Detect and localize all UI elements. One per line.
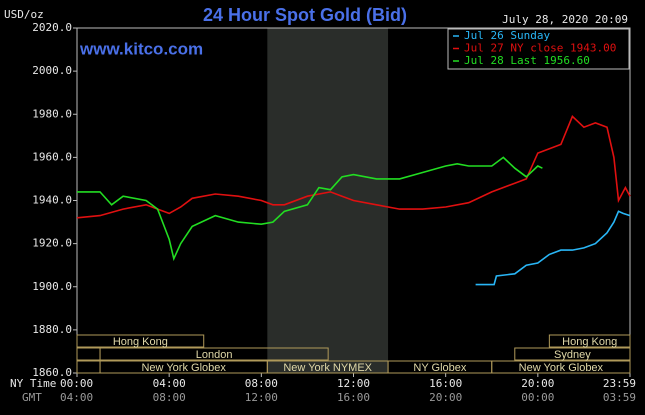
session-label: Hong Kong (562, 336, 617, 348)
gmt-tick-label: 16:00 (337, 391, 370, 404)
x-tick-label: 12:00 (337, 377, 370, 390)
gmt-tick-label: 00:00 (521, 391, 554, 404)
session-shade (267, 28, 389, 373)
x-row-label: NY Time (10, 377, 56, 390)
chart-title: 24 Hour Spot Gold (Bid) (203, 5, 407, 25)
gmt-tick-label: 08:00 (153, 391, 186, 404)
session-label: New York Globex (141, 362, 226, 374)
price-line (475, 210, 631, 286)
legend-label: Jul 26 Sunday (464, 29, 550, 42)
session-label: Hong Kong (113, 336, 168, 348)
timestamp: July 28, 2020 20:09 (502, 13, 628, 26)
x-tick-label: 04:00 (153, 377, 186, 390)
y-axis-label: USD/oz (4, 8, 44, 21)
price-line (77, 156, 543, 262)
session-box (548, 334, 631, 348)
y-tick-label: 1980.0 (32, 107, 72, 120)
gmt-tick-label: 04:00 (60, 391, 93, 404)
y-tick-label: 2020.0 (32, 21, 72, 34)
x-tick-label: 08:00 (245, 377, 278, 390)
session-label: NY Globex (413, 362, 466, 374)
session-label: London (196, 349, 233, 361)
gmt-tick-label: 12:00 (245, 391, 278, 404)
x-row-label: GMT (22, 391, 42, 404)
session-box (514, 347, 631, 361)
y-tick-label: 1920.0 (32, 237, 72, 250)
legend-label: Jul 28 Last 1956.60 (464, 54, 590, 67)
session-label: Sydney (554, 349, 591, 361)
y-tick-label: 1900.0 (32, 280, 72, 293)
y-tick-label: 1940.0 (32, 194, 72, 207)
y-tick-label: 2000.0 (32, 64, 72, 77)
session-box (491, 360, 631, 374)
y-tick-label: 1860.0 (32, 366, 72, 379)
x-tick-label: 23:59 (603, 377, 636, 390)
x-tick-label: 16:00 (429, 377, 462, 390)
y-tick-label: 1960.0 (32, 150, 72, 163)
y-tick-label: 1880.0 (32, 323, 72, 336)
watermark: www.kitco.com (79, 39, 203, 58)
gmt-tick-label: 03:59 (603, 391, 636, 404)
x-tick-label: 20:00 (521, 377, 554, 390)
gmt-tick-label: 20:00 (429, 391, 462, 404)
price-line (76, 115, 631, 219)
session-box (99, 347, 329, 361)
session-label: New York NYMEX (283, 362, 372, 374)
session-label: New York Globex (519, 362, 604, 374)
x-tick-label: 00:00 (60, 377, 93, 390)
legend-box (447, 28, 630, 70)
legend-label: Jul 27 NY close 1943.00 (464, 42, 616, 55)
session-box (76, 334, 205, 348)
